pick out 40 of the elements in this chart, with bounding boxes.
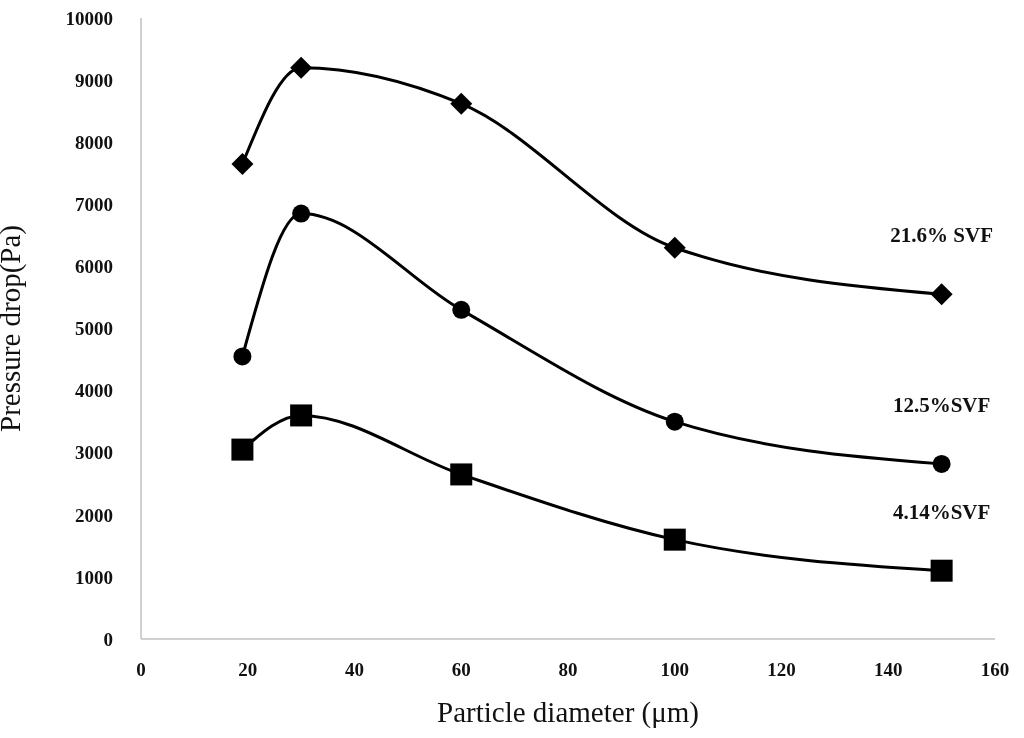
x-tick-label: 20 bbox=[238, 659, 258, 681]
x-tick-label: 100 bbox=[660, 659, 689, 681]
point bbox=[663, 236, 686, 259]
x-tick-label: 160 bbox=[980, 659, 1010, 681]
point bbox=[452, 300, 471, 319]
x-axis-title: Particle diameter (μm) bbox=[437, 696, 699, 729]
point bbox=[292, 204, 311, 223]
point bbox=[450, 463, 473, 486]
point bbox=[930, 283, 953, 306]
y-tick-label: 2000 bbox=[75, 504, 113, 526]
point bbox=[290, 404, 313, 427]
point bbox=[290, 56, 313, 79]
point bbox=[932, 454, 951, 473]
y-tick-label: 7000 bbox=[75, 194, 113, 216]
y-axis-title: Pressure drop(Pa) bbox=[0, 225, 28, 432]
y-tick-label: 8000 bbox=[75, 131, 113, 153]
y-tick-label: 9000 bbox=[75, 69, 113, 91]
x-tick-label: 120 bbox=[767, 659, 796, 681]
x-tick-label: 40 bbox=[345, 659, 364, 681]
x-tick-label: 60 bbox=[451, 659, 471, 681]
y-tick-label: 10000 bbox=[65, 7, 113, 29]
text: 21.6% SVF bbox=[890, 223, 993, 248]
point bbox=[231, 438, 254, 461]
point bbox=[663, 528, 686, 551]
y-tick-label: 1000 bbox=[75, 566, 113, 588]
point bbox=[231, 152, 254, 175]
y-tick-label: 0 bbox=[103, 628, 113, 650]
point bbox=[233, 347, 252, 366]
y-tick-label: 5000 bbox=[75, 318, 113, 340]
y-tick-label: 4000 bbox=[75, 380, 113, 402]
y-tick-label: 3000 bbox=[75, 442, 113, 464]
point bbox=[450, 92, 473, 115]
x-tick-label: 140 bbox=[874, 659, 903, 681]
text: 12.5%SVF bbox=[892, 392, 991, 417]
point bbox=[665, 412, 684, 431]
text: 4.14%SVF bbox=[892, 499, 991, 524]
x-tick-label: 0 bbox=[136, 659, 146, 681]
y-tick-label: 6000 bbox=[75, 256, 113, 278]
x-tick-label: 80 bbox=[558, 659, 578, 681]
point bbox=[930, 559, 953, 582]
